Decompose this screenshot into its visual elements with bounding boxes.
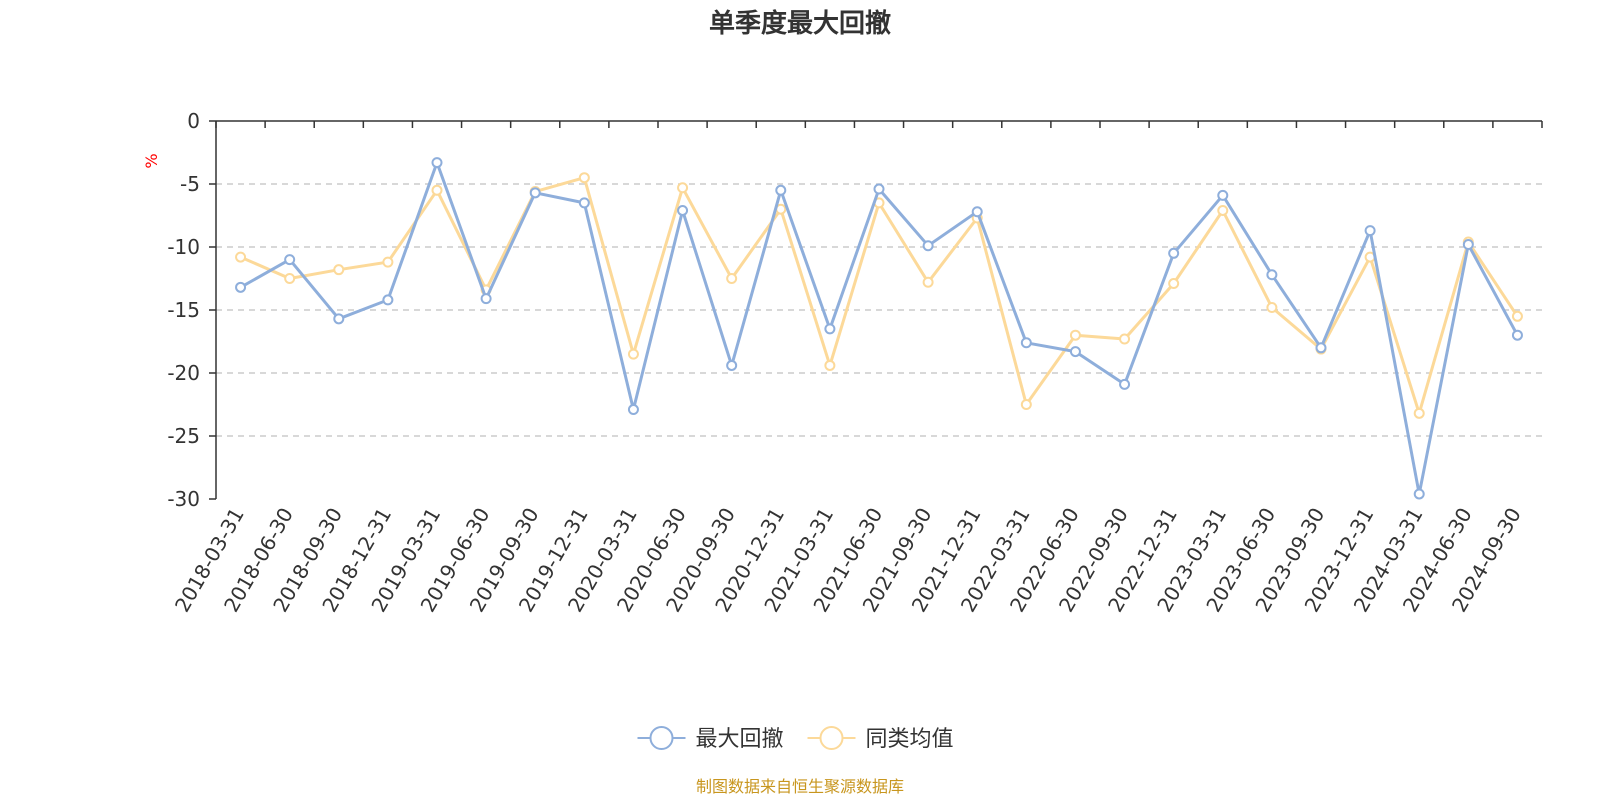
- legend-marker-icon: [649, 726, 674, 750]
- data-point: [382, 294, 394, 306]
- data-point: [775, 184, 787, 196]
- data-point: [1413, 407, 1425, 419]
- data-point: [235, 281, 247, 293]
- series-line-2: [240, 176, 1519, 415]
- data-point: [677, 182, 689, 194]
- data-point: [1315, 342, 1327, 354]
- data-point: [627, 404, 639, 416]
- data-point: [235, 251, 247, 263]
- data-point: [1266, 269, 1278, 281]
- data-point: [1168, 278, 1180, 290]
- data-point: [529, 187, 541, 199]
- y-tick-label: -30: [167, 487, 200, 511]
- legend[interactable]: 最大回撤 同类均值: [637, 726, 954, 752]
- series-layer: [235, 157, 1523, 500]
- data-point: [922, 276, 934, 288]
- data-point: [824, 323, 836, 335]
- y-tick-label: -20: [167, 361, 200, 385]
- data-point: [333, 264, 345, 276]
- data-point: [677, 204, 689, 216]
- y-tick-label: -5: [180, 172, 200, 196]
- data-point: [1462, 238, 1474, 250]
- data-point: [1020, 399, 1032, 410]
- data-point: [1413, 488, 1425, 500]
- series-line-1: [239, 161, 1519, 496]
- data-point: [333, 313, 345, 325]
- chart-title: 单季度最大回撤: [709, 8, 891, 39]
- data-point: [971, 206, 983, 218]
- data-point: [1364, 225, 1376, 237]
- legend-label: 最大回撤: [696, 727, 784, 752]
- data-point: [1511, 329, 1523, 341]
- data-point: [1217, 204, 1229, 216]
- gridlines: [216, 183, 1542, 437]
- data-point: [284, 254, 296, 266]
- data-point: [1266, 301, 1278, 313]
- data-point: [431, 184, 443, 196]
- data-point: [578, 172, 590, 184]
- data-point: [824, 359, 836, 371]
- data-point: [1119, 378, 1131, 390]
- legend-item-2[interactable]: 同类均值: [807, 726, 954, 752]
- source-note: 制图数据来自恒生聚源数据库: [696, 777, 904, 796]
- data-point: [578, 197, 590, 209]
- data-point: [726, 359, 738, 371]
- data-point: [480, 293, 492, 305]
- axes: 0-5-10-15-20-25-302018-03-312018-06-3020…: [167, 109, 1543, 616]
- data-point: [382, 256, 394, 268]
- legend-label: 同类均值: [866, 727, 954, 752]
- legend-item-1[interactable]: 最大回撤: [637, 726, 784, 752]
- y-tick-label: 0: [187, 109, 200, 133]
- data-point: [1119, 333, 1131, 345]
- data-point: [873, 183, 885, 195]
- data-point: [1511, 310, 1523, 322]
- legend-marker-icon: [819, 726, 844, 750]
- y-tick-label: -10: [167, 235, 200, 259]
- data-point: [431, 157, 443, 169]
- y-tick-label: -25: [167, 424, 200, 448]
- data-point: [1069, 329, 1081, 341]
- data-point: [284, 273, 296, 284]
- data-point: [1069, 346, 1081, 358]
- y-tick-label: -15: [167, 298, 200, 322]
- data-point: [726, 273, 738, 284]
- data-point: [627, 348, 639, 360]
- data-point: [1217, 189, 1229, 201]
- data-point: [1168, 247, 1180, 259]
- data-point: [922, 240, 934, 252]
- data-point: [1020, 337, 1032, 349]
- y-axis-unit: %: [142, 153, 161, 168]
